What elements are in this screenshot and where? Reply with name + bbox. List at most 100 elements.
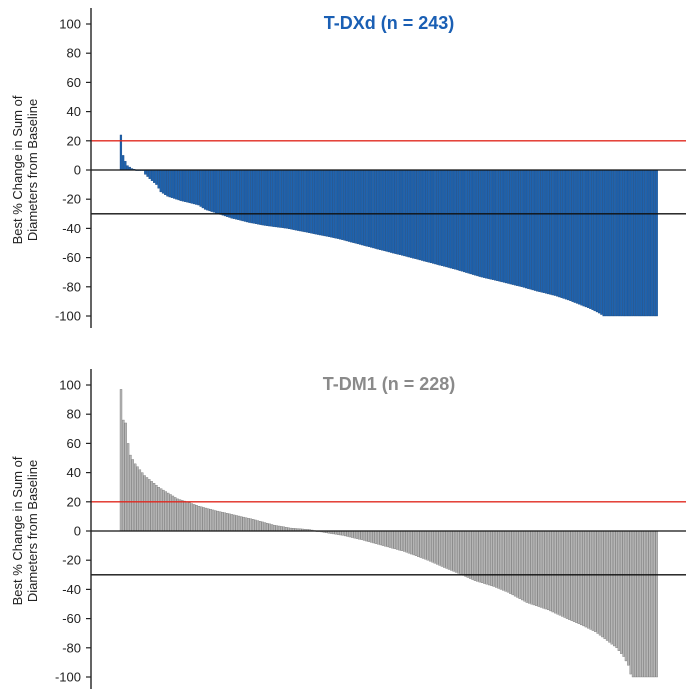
bar bbox=[346, 530, 349, 537]
panel-title: T-DM1 (n = 228) bbox=[323, 374, 456, 394]
bar bbox=[620, 530, 623, 654]
bar bbox=[401, 169, 404, 256]
bar bbox=[505, 169, 508, 284]
y-tick-label: 100 bbox=[59, 378, 81, 393]
bar bbox=[560, 169, 563, 298]
bar bbox=[555, 169, 559, 297]
bar bbox=[305, 169, 309, 233]
bar bbox=[402, 530, 406, 552]
bar bbox=[423, 169, 426, 262]
bar bbox=[170, 169, 173, 198]
bar bbox=[314, 169, 317, 235]
bar bbox=[427, 169, 430, 263]
bar bbox=[294, 169, 297, 231]
bar bbox=[352, 169, 355, 243]
y-tick-label: -100 bbox=[55, 670, 81, 685]
bar bbox=[516, 169, 519, 286]
bar bbox=[202, 507, 205, 532]
bar bbox=[398, 169, 401, 255]
bar bbox=[646, 530, 649, 678]
bar bbox=[624, 530, 628, 662]
bar bbox=[440, 169, 444, 266]
bar bbox=[119, 389, 123, 532]
bar bbox=[230, 514, 234, 532]
bar bbox=[393, 530, 396, 550]
bar bbox=[319, 169, 322, 236]
bar bbox=[347, 169, 351, 242]
bar bbox=[122, 419, 125, 532]
bar bbox=[558, 530, 562, 616]
bar bbox=[509, 530, 512, 594]
bar bbox=[655, 169, 658, 317]
y-tick-label: 0 bbox=[74, 524, 81, 539]
bar bbox=[473, 530, 477, 581]
bar bbox=[323, 169, 326, 237]
bar bbox=[155, 485, 158, 532]
bar bbox=[396, 169, 399, 255]
bar bbox=[433, 530, 437, 564]
bar bbox=[381, 530, 385, 546]
bar bbox=[643, 530, 647, 678]
bar bbox=[495, 530, 498, 588]
bar bbox=[268, 523, 271, 532]
bar bbox=[575, 169, 579, 304]
bar bbox=[234, 169, 238, 220]
bar bbox=[358, 169, 362, 245]
bar bbox=[561, 530, 564, 617]
bar bbox=[192, 504, 196, 532]
bar bbox=[251, 519, 255, 532]
bar bbox=[500, 169, 503, 283]
bar bbox=[601, 530, 604, 638]
bar bbox=[606, 169, 610, 317]
bar bbox=[436, 530, 439, 565]
bar bbox=[584, 169, 587, 308]
bar bbox=[332, 169, 335, 238]
bar bbox=[537, 530, 540, 607]
bar bbox=[459, 530, 462, 575]
bar bbox=[584, 530, 588, 628]
bar bbox=[334, 169, 337, 239]
bar bbox=[497, 530, 500, 589]
bar bbox=[383, 169, 386, 252]
bar bbox=[578, 169, 581, 305]
bar bbox=[308, 169, 311, 233]
bar bbox=[292, 169, 295, 230]
bar bbox=[275, 525, 278, 532]
bar bbox=[457, 530, 460, 574]
bar bbox=[609, 169, 612, 317]
bar bbox=[379, 530, 382, 546]
y-tick-label: 100 bbox=[59, 17, 81, 32]
bar bbox=[638, 530, 642, 678]
bar bbox=[530, 530, 533, 605]
bar bbox=[208, 169, 211, 212]
bar bbox=[216, 510, 219, 532]
bar bbox=[256, 520, 260, 532]
bar bbox=[237, 515, 241, 532]
bar bbox=[272, 169, 275, 227]
bar bbox=[449, 169, 452, 269]
bar bbox=[443, 530, 446, 568]
y-tick-label: 20 bbox=[67, 494, 81, 509]
bar bbox=[341, 530, 344, 536]
bar bbox=[138, 469, 142, 532]
bar bbox=[195, 169, 198, 205]
bar bbox=[615, 530, 618, 648]
bar bbox=[174, 497, 177, 532]
bar bbox=[201, 169, 204, 209]
bar bbox=[487, 530, 491, 586]
bar bbox=[176, 498, 179, 532]
bar bbox=[624, 169, 627, 317]
bar bbox=[542, 530, 545, 609]
bar bbox=[582, 169, 585, 307]
bar bbox=[544, 530, 547, 610]
bar bbox=[233, 514, 236, 532]
bar bbox=[542, 169, 545, 293]
bar bbox=[496, 169, 499, 282]
bar bbox=[185, 501, 189, 532]
bar bbox=[175, 169, 178, 200]
bar bbox=[166, 169, 169, 197]
y-tick-label: 20 bbox=[67, 133, 81, 148]
bar bbox=[290, 169, 293, 230]
bar bbox=[564, 169, 568, 300]
bar bbox=[327, 169, 331, 237]
